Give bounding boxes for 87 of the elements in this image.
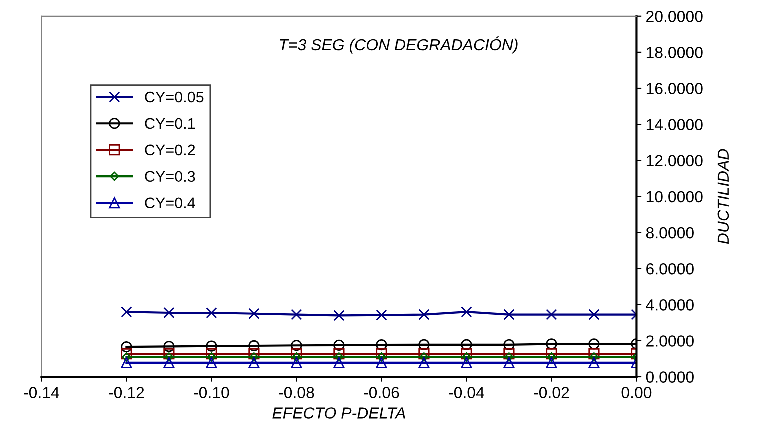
x-axis-title: EFECTO P-DELTA [272,408,406,419]
point [418,348,430,360]
point [588,309,600,320]
point [546,357,558,368]
point [588,357,600,368]
point [461,306,472,318]
point [376,357,388,368]
point [291,340,302,352]
point [504,339,515,350]
y-tick-label: 14.0000 [646,119,703,131]
point [164,307,175,319]
point [248,340,260,352]
point [164,341,175,352]
point [292,352,302,362]
point [376,340,388,351]
y-axis-title: DUCTILIDAD [718,149,730,244]
point [122,352,132,362]
legend-label: CY=0.3 [145,171,196,182]
x-tick-label: -0.10 [194,387,230,398]
point [121,342,132,353]
point [504,357,515,368]
point [547,352,556,362]
point [248,348,260,360]
point [248,308,260,320]
point [504,352,514,362]
point [334,340,345,351]
point [462,352,472,362]
point [461,348,472,360]
point [376,310,388,321]
point [590,352,599,362]
point [206,348,218,360]
y-tick-label: 12.0000 [646,155,703,167]
text: T=3 SEG (CON DEGRADACIÓN) [280,36,518,54]
point [546,348,558,360]
legend-label: CY=0.4 [145,198,196,209]
point [546,338,558,350]
x-tick-label: -0.06 [364,387,400,398]
point [164,352,174,362]
point [418,357,430,368]
y-tick-label: 8.0000 [646,227,694,239]
point [121,306,132,318]
point [291,348,302,360]
y-tick-label: 4.0000 [646,300,694,311]
point [588,338,600,350]
point [121,348,132,360]
point [504,348,515,360]
point [461,339,472,350]
legend-label: CY=0.2 [145,144,196,156]
point [164,357,175,368]
point [248,357,260,368]
point [206,340,218,352]
x-tick-label: -0.14 [24,387,60,398]
point [206,307,218,319]
x-tick-label: -0.04 [449,387,484,398]
legend-label: CY=0.1 [145,118,196,130]
x-tick-label: -0.08 [279,387,314,398]
point [206,357,218,368]
y-tick-label: 20.0000 [646,11,703,22]
point [461,357,472,368]
x-tick-label: -0.12 [109,387,144,398]
point [418,309,430,320]
point [418,339,430,350]
point [291,309,302,320]
point [334,352,344,362]
point [546,309,558,320]
point [334,348,345,360]
y-tick-label: 18.0000 [646,47,703,58]
x-tick-label: 0.00 [622,387,652,398]
y-tick-label: 0.0000 [646,372,694,383]
point [250,352,259,362]
point [420,352,429,362]
y-tick-label: 2.0000 [646,336,694,347]
y-tick-label: 6.0000 [646,263,694,275]
point [376,348,388,360]
x-tick-label: -0.02 [534,387,570,398]
point [291,357,302,368]
y-tick-label: 16.0000 [646,83,703,94]
point [121,357,132,368]
legend-label: CY=0.05 [145,92,204,103]
point [588,348,600,360]
point [164,348,175,360]
point [504,309,515,320]
point [334,310,345,322]
point [207,352,216,362]
point [377,352,386,362]
y-tick-label: 10.0000 [646,191,703,203]
point [334,357,345,368]
